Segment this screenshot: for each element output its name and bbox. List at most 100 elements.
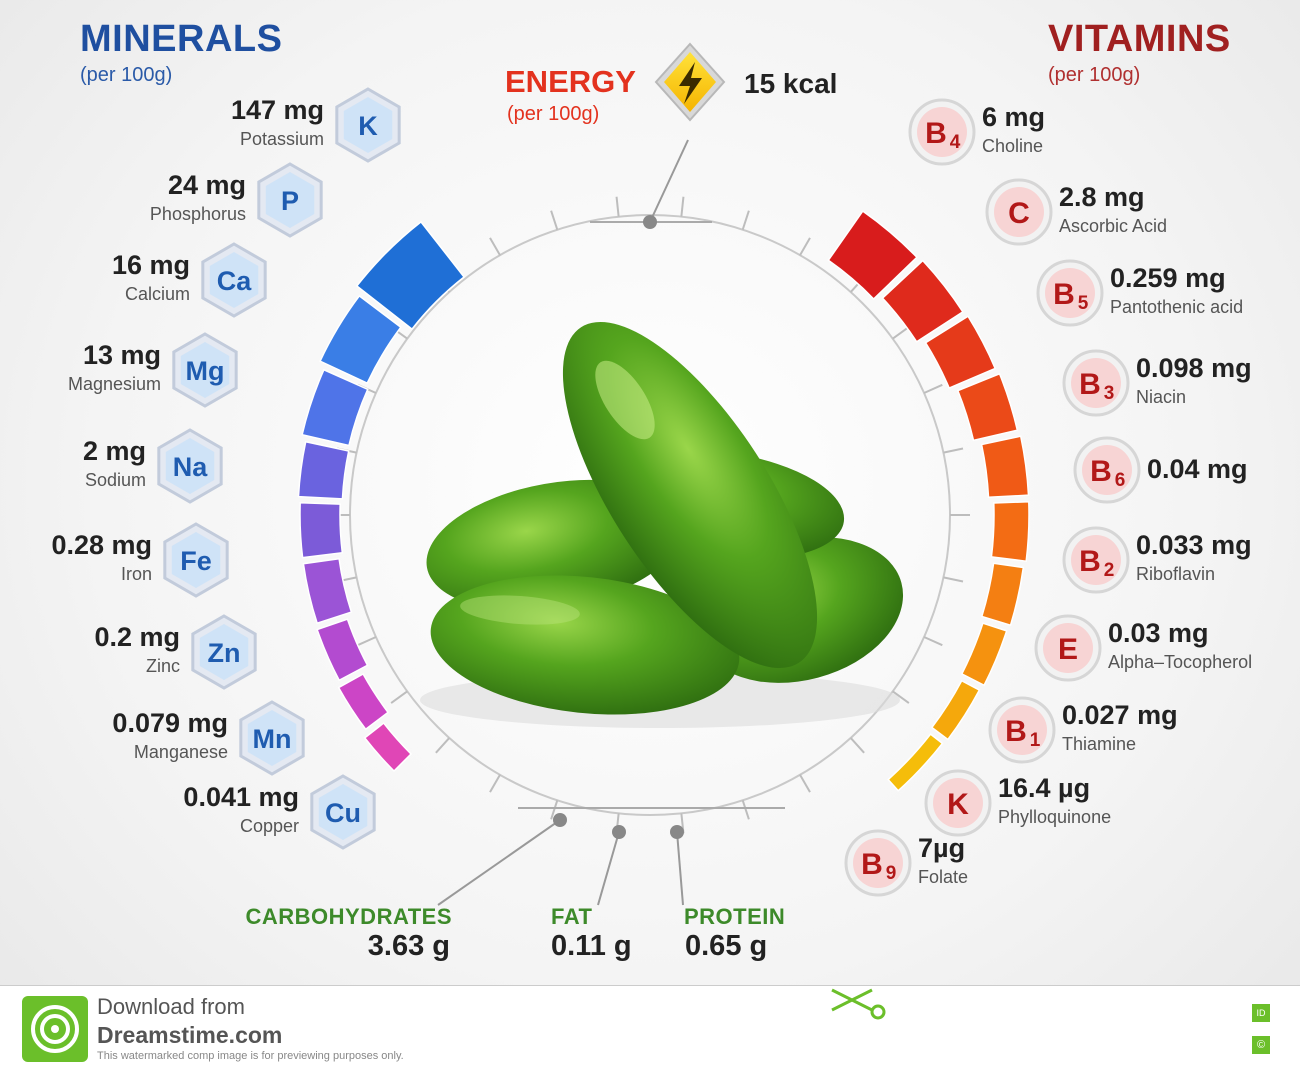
vitamin-name: Phylloquinone [998, 807, 1112, 827]
vitamin-subscript: 2 [1104, 560, 1115, 581]
mineral-arc-segment [302, 557, 353, 625]
vitamin-circle-inner [997, 705, 1047, 755]
vitamin-subscript: 6 [1115, 470, 1126, 491]
mineral-arc-segment [301, 368, 369, 447]
gauge-tick [849, 737, 865, 754]
mineral-badges: K P Ca Mg Na Fe Zn Mn Cu [157, 87, 401, 850]
mineral-hexagon-inner [171, 532, 221, 588]
gauge-tick [741, 800, 750, 820]
vitamin-circle-inner [994, 187, 1044, 237]
vitamin-letter: B [861, 848, 883, 881]
vitamin-name: Folate [918, 867, 969, 887]
mineral-hexagon-inner [180, 342, 230, 398]
energy-connector [649, 139, 689, 223]
vitamins-title: VITAMINS [1048, 18, 1231, 60]
vitamin-circle-inner [853, 838, 903, 888]
vitamin-arc-segment [930, 679, 981, 741]
gauge-tick [615, 196, 620, 217]
vitamin-amount: 2.8 mg [1059, 182, 1145, 212]
minerals-subtitle: (per 100g) [80, 64, 173, 86]
carbs-label: CARBOHYDRATES [245, 904, 452, 929]
vitamin-circle-inner [1071, 535, 1121, 585]
gauge-tick [799, 774, 811, 793]
vitamin-circle-inner [1045, 268, 1095, 318]
vitamins-arc [827, 210, 1030, 792]
gauge-tick [680, 196, 685, 217]
mineral-name: Sodium [84, 470, 146, 490]
vitamin-letter: B [1053, 278, 1075, 311]
mineral-arc-segment [316, 618, 369, 682]
fat-value: 0.11 g [551, 930, 632, 962]
gauge-tick [943, 447, 964, 454]
vitamin-subscript: 4 [950, 132, 961, 153]
mineral-symbol: Na [173, 452, 208, 482]
mineral-arc-segment [363, 722, 413, 773]
vitamin-amount: 0.027 mg [1062, 700, 1178, 730]
mineral-name: Zinc [145, 656, 180, 676]
mineral-symbol: K [358, 111, 378, 141]
vitamin-arc-segment [827, 210, 918, 301]
carbs-connector [437, 819, 561, 906]
mineral-symbol: P [281, 186, 299, 216]
gauge-tick [892, 690, 910, 704]
vitamin-amount: 7µg [918, 833, 966, 863]
mineral-arc-segment [337, 672, 390, 731]
vitamin-name: Choline [982, 136, 1044, 156]
mineral-hexagon-inner [265, 172, 315, 228]
vitamin-amount: 16.4 µg [998, 773, 1091, 803]
gauge-tick [923, 636, 943, 647]
mineral-name: Manganese [133, 742, 228, 762]
mineral-name: Copper [239, 816, 299, 836]
vitamin-letter: B [1079, 368, 1101, 401]
gauge-tick [799, 237, 811, 256]
footer-site-link[interactable]: Dreamstime.com [97, 1022, 283, 1048]
gauge-ticks [330, 196, 970, 834]
mineral-hexagon-inner [165, 438, 215, 494]
mineral-amount: 2 mg [82, 436, 146, 466]
mineral-amount: 0.2 mg [94, 622, 180, 652]
gauge-tick [550, 210, 559, 230]
vitamin-name: Niacin [1136, 387, 1187, 407]
footer-download-text: Download from [97, 994, 245, 1019]
vitamin-amount: 0.03 mg [1108, 618, 1209, 648]
energy-value: 15 kcal [744, 68, 838, 99]
footer-disclaimer: This watermarked comp image is for previ… [97, 1050, 404, 1062]
mineral-hexagon-inner [199, 624, 249, 680]
vitamin-arc-segment [956, 372, 1019, 442]
vitamin-letter: B [1079, 545, 1101, 578]
gauge-tick [489, 774, 501, 793]
gauge-tick [489, 237, 501, 256]
mineral-amount: 0.079 mg [112, 708, 228, 738]
mineral-arc-segment [319, 294, 402, 385]
vitamin-arc-segment [924, 315, 997, 389]
mineral-arc-segment [299, 502, 344, 559]
vitamin-subscript: 1 [1030, 730, 1041, 751]
vitamin-letter: B [1005, 715, 1027, 748]
mineral-name: Magnesium [67, 374, 161, 394]
vitamin-circle-inner [917, 107, 967, 157]
vitamin-amount: 0.259 mg [1110, 263, 1226, 293]
mineral-amount: 16 mg [111, 250, 190, 280]
scissors-icon [831, 988, 886, 1020]
vitamin-subscript: 9 [886, 863, 897, 884]
mineral-hexagon-inner [247, 710, 297, 766]
fat-label: FAT [551, 904, 593, 929]
vitamin-name: Thiamine [1062, 734, 1137, 754]
mineral-name: Calcium [124, 284, 190, 304]
mineral-name: Phosphorus [149, 204, 246, 224]
mineral-symbol: Ca [217, 266, 252, 296]
energy-dot [643, 215, 657, 229]
mineral-amount: 24 mg [167, 170, 246, 200]
mineral-arc-segment [355, 220, 466, 331]
energy-title: ENERGY [505, 64, 636, 99]
vitamin-circle-inner [1043, 623, 1093, 673]
energy-subtitle: (per 100g) [507, 103, 600, 125]
gauge-tick [390, 690, 408, 704]
mineral-symbol: Mg [186, 356, 225, 386]
mineral-symbol: Zn [208, 638, 241, 668]
gauge-tick [892, 326, 910, 340]
minerals-arc [297, 220, 466, 773]
fat-connector [597, 831, 620, 906]
id-badge-icon: ID [1252, 1004, 1270, 1022]
mineral-arc-segment [297, 440, 350, 500]
